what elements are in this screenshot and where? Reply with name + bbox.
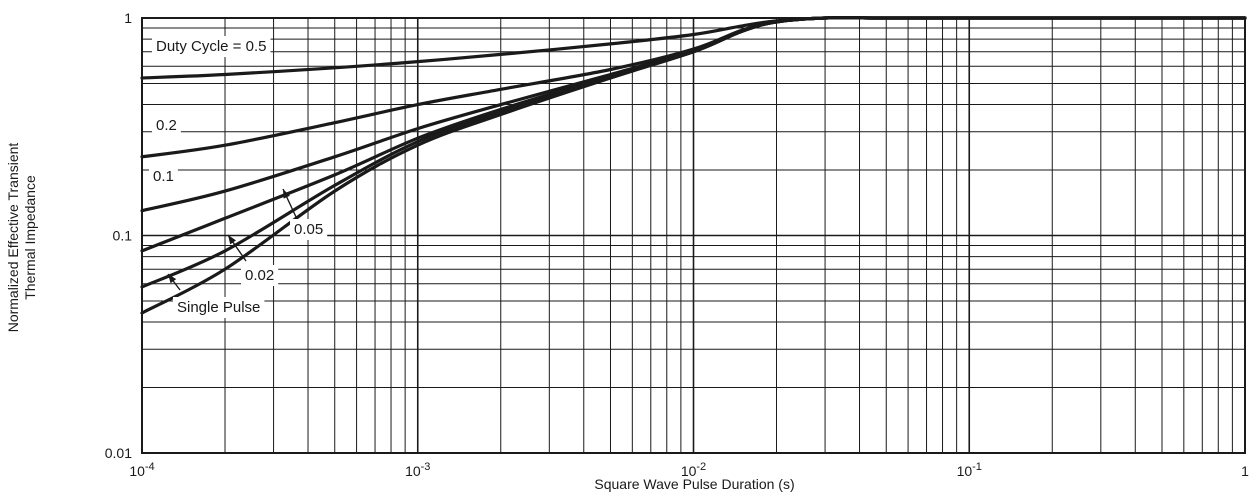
curve-label: 0.2 — [156, 117, 177, 134]
y-tick-label: 0.01 — [105, 445, 132, 461]
leader-arrowhead — [283, 189, 290, 199]
curve-single-pulse — [140, 16, 1247, 315]
leader-arrowhead — [228, 235, 237, 245]
curve-label-background — [241, 265, 279, 286]
x-tick-label: 10-4 — [129, 461, 154, 479]
y-tick-label: 1 — [124, 10, 132, 26]
curve-label: Duty Cycle = 0.5 — [156, 38, 266, 55]
x-tick-exponent: -4 — [145, 461, 155, 473]
y-tick-labels: 1 0.1 0.01 — [105, 10, 132, 461]
curve-label: Single Pulse — [177, 299, 260, 316]
plot-frame — [141, 17, 1246, 454]
y-axis-title-line: Normalized Effective Transient — [5, 143, 21, 333]
curve-label-background — [152, 115, 181, 136]
curve-labels: Duty Cycle = 0.5 0.2 0.1 0.05 0.02 Single Pul… — [149, 36, 328, 318]
curve-label: 0.02 — [245, 267, 274, 284]
y-tick-label: 0.1 — [113, 228, 133, 244]
x-tick-exponent: -3 — [421, 461, 431, 473]
curve-label-background — [290, 219, 328, 240]
curve-label-background — [173, 297, 265, 318]
x-axis-title: Square Wave Pulse Duration (s) — [594, 476, 794, 492]
curve-label-background — [149, 166, 178, 187]
x-tick-label: 10-1 — [957, 461, 982, 479]
y-axis-title: Normalized Effective TransientThermal Im… — [5, 143, 38, 333]
x-tick-label: 10-3 — [405, 461, 430, 479]
curve-label: 0.05 — [294, 221, 323, 238]
curve-label-background — [152, 36, 271, 57]
curve-label: 0.1 — [153, 168, 174, 185]
y-axis-title-line: Thermal Impedance — [22, 175, 38, 300]
x-tick-label: 1 — [1241, 463, 1249, 479]
x-tick-exponent: -2 — [696, 461, 706, 473]
series-curves — [140, 16, 1247, 315]
leader-arrowhead — [168, 274, 177, 284]
x-tick-exponent: -1 — [972, 461, 982, 473]
